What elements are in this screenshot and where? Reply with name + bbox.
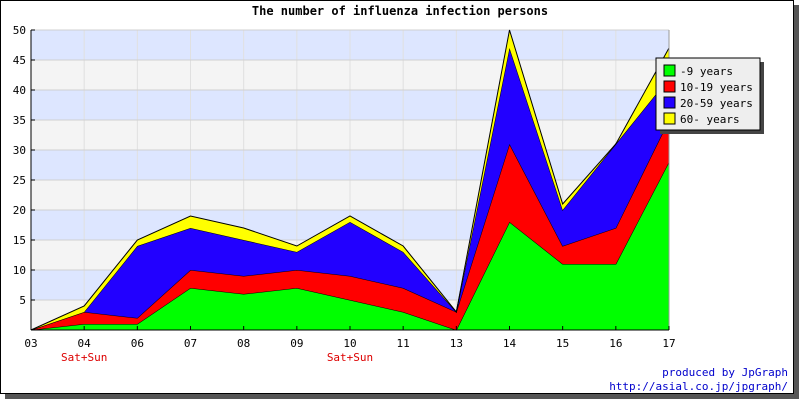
legend-label: 60- years bbox=[680, 113, 740, 126]
x-tick-label: 03 bbox=[24, 337, 37, 350]
x-tick-label: 13 bbox=[450, 337, 463, 350]
x-sublabel: Sat+Sun bbox=[327, 351, 373, 364]
legend-swatch bbox=[663, 112, 676, 125]
legend-swatch bbox=[663, 64, 676, 77]
chart-title: The number of influenza infection person… bbox=[252, 4, 548, 18]
x-tick-label: 16 bbox=[609, 337, 622, 350]
area-outline bbox=[30, 29, 670, 331]
credit-text: produced by JpGraph bbox=[662, 366, 788, 379]
stacked-areas bbox=[30, 29, 670, 331]
x-tick-label: 17 bbox=[662, 337, 675, 350]
legend-label: 20-59 years bbox=[680, 97, 753, 110]
legend-swatch bbox=[663, 80, 676, 93]
y-tick-label: 30 bbox=[13, 144, 26, 157]
x-tick-label: 04 bbox=[78, 337, 92, 350]
x-tick-label: 15 bbox=[556, 337, 569, 350]
x-sublabel: Sat+Sun bbox=[61, 351, 107, 364]
area-10-19-years bbox=[31, 120, 669, 330]
y-tick-label: 45 bbox=[13, 54, 26, 67]
y-tick-label: 20 bbox=[13, 204, 26, 217]
y-tick-label: 50 bbox=[13, 24, 26, 37]
x-tick-label: 11 bbox=[397, 337, 410, 350]
y-tick-label: 25 bbox=[13, 174, 26, 187]
x-tick-label: 14 bbox=[503, 337, 517, 350]
y-tick-label: 35 bbox=[13, 114, 26, 127]
y-tick-label: 10 bbox=[13, 264, 26, 277]
credit-url: http://asial.co.jp/jpgraph/ bbox=[609, 380, 788, 393]
legend-label: -9 years bbox=[680, 65, 733, 78]
x-tick-label: 07 bbox=[184, 337, 197, 350]
legend: -9 years 10-19 years 20-59 years 60- years bbox=[655, 57, 764, 134]
area-20-59-years bbox=[31, 48, 669, 330]
y-tick-label: 5 bbox=[19, 294, 26, 307]
x-tick-label: 10 bbox=[343, 337, 356, 350]
legend-swatch bbox=[663, 96, 676, 109]
x-tick-label: 09 bbox=[290, 337, 303, 350]
y-tick-label: 40 bbox=[13, 84, 26, 97]
y-tick-label: 15 bbox=[13, 234, 26, 247]
x-tick-label: 06 bbox=[131, 337, 144, 350]
x-tick-label: 08 bbox=[237, 337, 250, 350]
legend-label: 10-19 years bbox=[680, 81, 753, 94]
